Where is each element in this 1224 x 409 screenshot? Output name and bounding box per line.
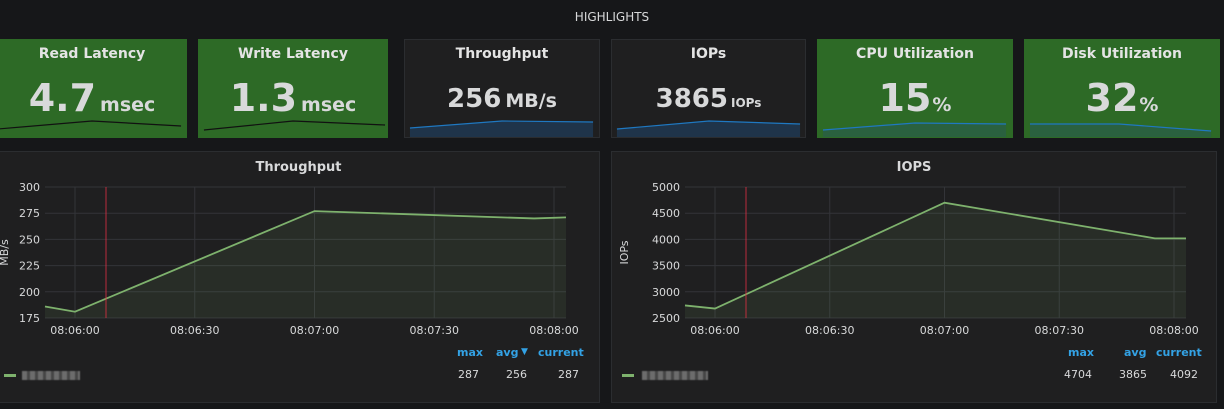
panel-title[interactable]: IOPS: [896, 160, 932, 175]
stat-number: 256: [447, 84, 502, 114]
stat-value: 3865 IOPs: [612, 84, 805, 114]
stat-unit: %: [932, 94, 952, 116]
x-tick-label: 08:08:00: [1149, 324, 1198, 337]
legend-current-header[interactable]: current: [1156, 346, 1202, 359]
iops-stat[interactable]: IOPs 3865 IOPs: [611, 39, 806, 138]
iops-sparkline: [616, 120, 801, 137]
stat-title: Disk Utilization: [1061, 46, 1183, 62]
y-tick-label: 275: [19, 207, 40, 220]
throughput-sparkline: [409, 120, 594, 137]
x-tick-label: 08:06:30: [805, 324, 854, 337]
stat-value: 256 MB/s: [405, 84, 599, 114]
y-tick-label: 225: [19, 260, 40, 273]
stat-title: Write Latency: [238, 46, 348, 62]
x-tick-label: 08:07:30: [1035, 324, 1084, 337]
y-axis-label: MB/s: [0, 239, 11, 266]
plot-area[interactable]: [45, 187, 566, 318]
stat-value: 32%: [1025, 76, 1219, 120]
y-tick-label: 300: [19, 181, 40, 194]
stat-number: 1.3: [229, 76, 298, 120]
x-tick-label: 08:07:30: [410, 324, 459, 337]
stat-title: Read Latency: [38, 46, 146, 62]
x-tick-label: 08:07:00: [920, 324, 969, 337]
cpu-utilization-stat[interactable]: CPU Utilization 15%: [817, 39, 1013, 138]
x-tick-label: 08:08:00: [529, 324, 578, 337]
write-latency-sparkline: [203, 120, 386, 131]
legend-max-value: 4704: [1064, 368, 1092, 381]
y-tick-label: 2500: [652, 312, 680, 325]
stat-unit: msec: [301, 94, 357, 116]
throughput-stat[interactable]: Throughput 256 MB/s: [404, 39, 600, 138]
throughput-graph-panel[interactable]: Throughput 300 275 250 225 200 175 08:06:00 08:…: [0, 151, 600, 403]
x-tick-label: 08:06:00: [690, 324, 739, 337]
y-tick-label: 3500: [652, 260, 680, 273]
y-tick-label: 200: [19, 286, 40, 299]
iops-graph[interactable]: 5000 4500 4000 3500 3000 2500 08:06:00 08:06:30…: [612, 152, 1218, 342]
stat-number: 32: [1085, 76, 1139, 120]
legend-avg-header[interactable]: avg: [1124, 346, 1147, 359]
stat-value: 1.3 msec: [199, 76, 387, 120]
legend-current-value: 287: [558, 368, 579, 381]
y-tick-label: 175: [19, 312, 40, 325]
legend-avg-header[interactable]: avg: [496, 346, 519, 359]
series-name-redacted[interactable]: [22, 371, 80, 380]
y-tick-label: 4000: [652, 233, 680, 246]
disk-utilization-stat[interactable]: Disk Utilization 32%: [1024, 39, 1220, 138]
cpu-utilization-sparkline: [822, 122, 1007, 137]
stat-unit: msec: [100, 94, 156, 116]
series-name-redacted[interactable]: [642, 371, 708, 380]
write-latency-stat[interactable]: Write Latency 1.3 msec: [198, 39, 388, 138]
legend-current-header[interactable]: current: [538, 346, 584, 359]
y-tick-label: 4500: [652, 207, 680, 220]
legend-avg-value: 3865: [1119, 368, 1147, 381]
legend-avg-value: 256: [506, 368, 527, 381]
legend-max-value: 287: [458, 368, 479, 381]
panel-title[interactable]: Throughput: [255, 160, 342, 175]
stat-number: 3865: [655, 84, 728, 114]
stat-value: 4.7 msec: [0, 76, 186, 120]
legend-max-header[interactable]: max: [1068, 346, 1094, 359]
y-tick-label: 5000: [652, 181, 680, 194]
iops-graph-panel[interactable]: IOPS 5000 4500 4000 3500 3000 2500 08:06:00 08:…: [611, 151, 1217, 403]
stat-value: 15%: [818, 76, 1012, 120]
x-tick-label: 08:06:00: [50, 324, 99, 337]
legend-max-header[interactable]: max: [457, 346, 483, 359]
stat-number: 15: [878, 76, 932, 120]
read-latency-stat[interactable]: Read Latency 4.7 msec: [0, 39, 187, 138]
throughput-graph[interactable]: 300 275 250 225 200 175 08:06:00 08:06:30 08:07:…: [0, 152, 601, 342]
disk-utilization-sparkline: [1029, 123, 1212, 137]
stat-unit: %: [1139, 94, 1159, 116]
series-area-fill: [45, 211, 566, 318]
series-color-swatch[interactable]: [4, 374, 16, 377]
sort-desc-icon: ▼: [521, 347, 528, 357]
y-tick-label: 3000: [652, 286, 680, 299]
stat-title: IOPs: [690, 46, 727, 62]
stat-number: 4.7: [28, 76, 97, 120]
plot-area[interactable]: [685, 187, 1186, 318]
y-tick-label: 250: [19, 233, 40, 246]
read-latency-sparkline: [0, 120, 182, 130]
stat-unit: IOPs: [730, 96, 762, 110]
legend-current-value: 4092: [1170, 368, 1198, 381]
stat-title: CPU Utilization: [856, 46, 974, 62]
row-title[interactable]: HIGHLIGHTS: [574, 10, 650, 24]
stat-title: Throughput: [455, 46, 549, 62]
x-tick-label: 08:07:00: [290, 324, 339, 337]
series-area-fill: [685, 202, 1186, 318]
y-axis-label: IOPs: [618, 240, 631, 264]
x-tick-label: 08:06:30: [170, 324, 219, 337]
series-color-swatch[interactable]: [622, 374, 634, 377]
stat-unit: MB/s: [505, 90, 557, 112]
